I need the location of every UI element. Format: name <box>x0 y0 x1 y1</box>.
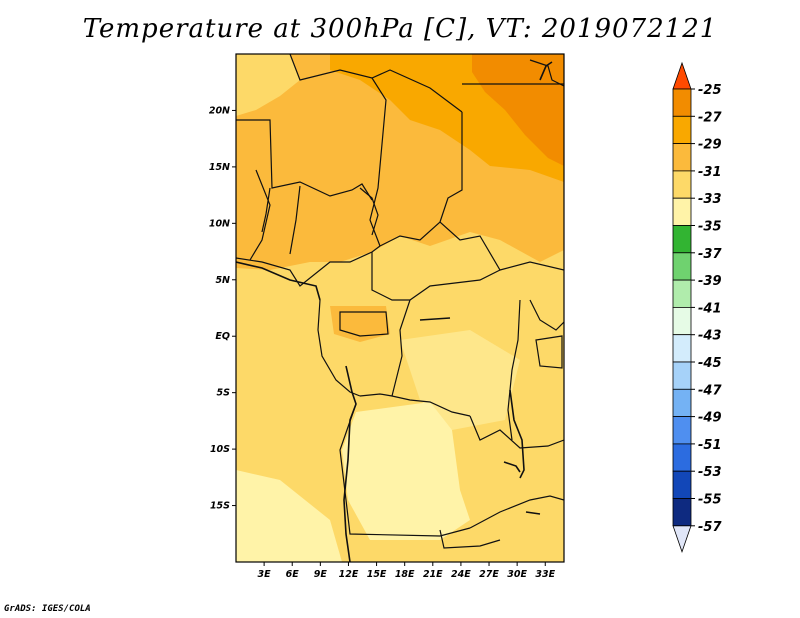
color-bar-level-label: -57 <box>698 520 722 535</box>
lat-label: 5S <box>217 388 231 399</box>
color-bar-top-arrow <box>672 61 692 90</box>
color-bar-segment <box>672 170 692 199</box>
color-bar-level-label: -27 <box>698 110 722 125</box>
lon-label: 33E <box>535 569 555 580</box>
color-bar-level-label: -51 <box>698 438 722 453</box>
color-bar-segment <box>672 306 692 336</box>
color-bar-segment <box>672 416 692 445</box>
color-bar-bottom-arrow <box>672 525 692 554</box>
color-bar-level-label: -37 <box>698 247 722 262</box>
axis-ticks <box>232 109 546 566</box>
lon-label: 30E <box>507 569 527 580</box>
color-bar-level-label: -25 <box>698 83 722 98</box>
lat-label: 15N <box>209 162 230 173</box>
color-bar-segment <box>672 334 692 363</box>
temperature-field <box>236 54 564 562</box>
map-title: Temperature at 300hPa [C], VT: 201907212… <box>82 14 718 44</box>
lon-label: 3E <box>258 569 272 580</box>
color-bar-level-label: -35 <box>698 220 722 235</box>
blob-west-africa <box>236 54 300 116</box>
lon-label: 15E <box>367 569 387 580</box>
country-borders <box>236 54 564 549</box>
lat-label: 10S <box>210 444 230 455</box>
color-bar-level-label: -39 <box>698 274 722 289</box>
color-bar-segment <box>672 279 692 308</box>
color-bar-level-label: -45 <box>698 356 722 371</box>
lon-label: 6E <box>286 569 300 580</box>
color-bar-level-label: -43 <box>698 329 722 344</box>
color-bar-segment <box>672 115 692 145</box>
color-bar-level-label: -41 <box>698 301 722 316</box>
color-bar-level-label: -49 <box>698 411 722 426</box>
lon-label: 18E <box>395 569 415 580</box>
color-bar-level-label: -55 <box>698 493 722 508</box>
color-bar-segment <box>672 225 692 254</box>
color-bar-segment <box>672 443 692 472</box>
color-bar-segment <box>672 88 692 117</box>
band-35-33-central <box>400 330 520 430</box>
band-35-33-angola <box>342 402 470 540</box>
color-bar-segment <box>672 143 692 172</box>
temperature-map: 20N 15N 10N 5N EQ 5S 10S 15S 3E 6E 9E 12E 15E 18E 21E… <box>209 53 722 580</box>
grads-credit: GrADS: IGES/COLA <box>4 604 91 614</box>
band-35-33-sw <box>236 470 342 562</box>
color-bar-level-label: -29 <box>698 138 722 153</box>
color-bar-segment <box>672 388 692 417</box>
color-bar-segment <box>672 197 692 226</box>
lon-label: 21E <box>423 569 443 580</box>
lat-label: 20N <box>209 105 230 116</box>
color-bar-segment <box>672 361 692 390</box>
band-27-25 <box>472 54 564 166</box>
color-bar-level-label: -31 <box>698 165 722 180</box>
color-bar-labels: -25 -27 -29 -31 -33 -35 -37 -39 -41 -43 -45 -47 -49 -… <box>691 83 722 535</box>
color-bar-segment <box>672 498 692 527</box>
lat-label: EQ <box>215 331 230 342</box>
color-bar-level-label: -47 <box>698 383 722 398</box>
longitude-labels: 3E 6E 9E 12E 15E 18E 21E 24E 27E 30E 33E <box>258 569 556 580</box>
map-frame <box>235 53 565 563</box>
lon-label: 27E <box>479 569 499 580</box>
blob-cameroon <box>330 306 390 342</box>
lon-label: 24E <box>451 569 471 580</box>
color-bar-segment <box>672 252 692 281</box>
lon-label: 12E <box>339 569 359 580</box>
color-bar <box>672 61 692 554</box>
lon-label: 9E <box>314 569 328 580</box>
color-bar-segment <box>672 470 692 499</box>
color-bar-level-label: -33 <box>698 192 722 207</box>
latitude-labels: 20N 15N 10N 5N EQ 5S 10S 15S <box>209 105 230 511</box>
coastline <box>236 61 553 562</box>
lat-label: 5N <box>215 275 230 286</box>
lat-label: 15S <box>210 501 230 512</box>
color-bar-level-label: -53 <box>698 465 722 480</box>
lat-label: 10N <box>209 218 230 229</box>
